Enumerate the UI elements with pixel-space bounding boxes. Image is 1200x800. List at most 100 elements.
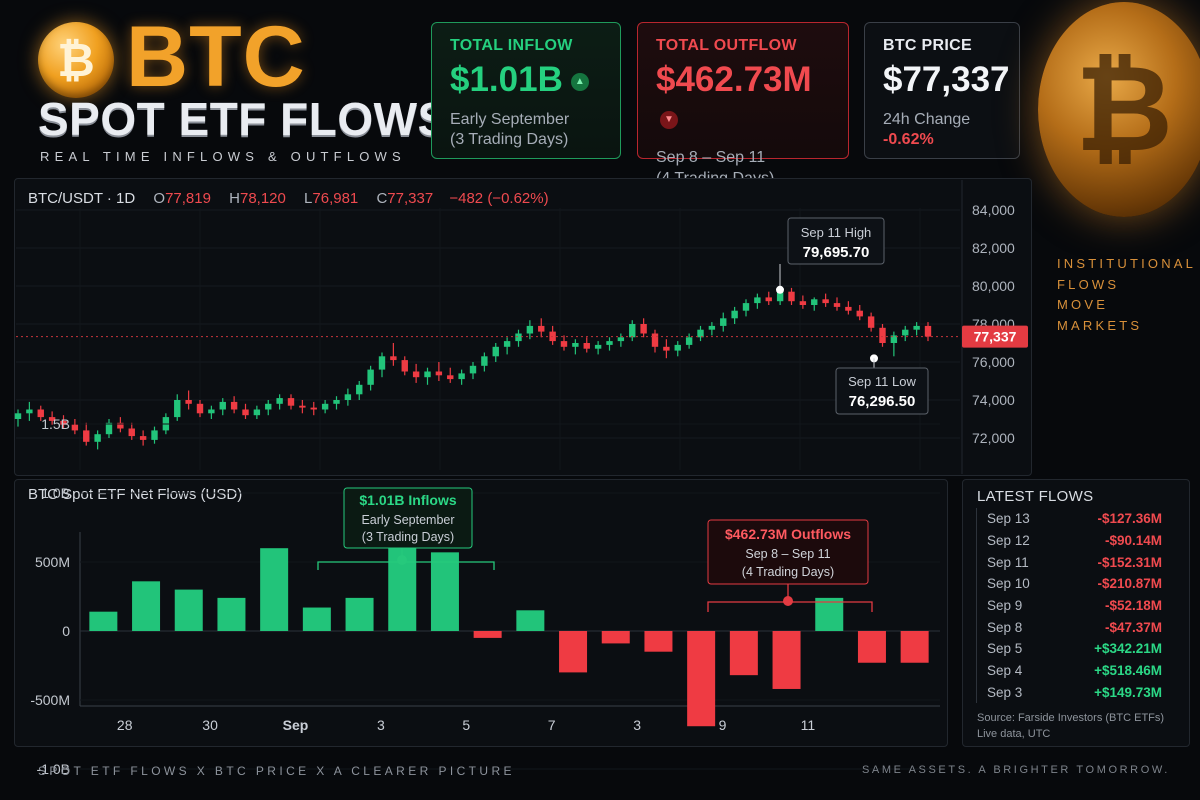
latest-flow-value: +$149.73M [1094,684,1162,700]
price-tick-label: 72,000 [972,430,1015,446]
high-annotation-label: Sep 11 High [801,225,872,240]
candle-body [811,299,818,305]
change-value: −482 (−0.62%) [449,190,549,207]
high-annotation-box [787,217,885,265]
candle-body [765,297,772,302]
candle-body [833,303,841,307]
latest-flow-value: -$52.18M [1104,598,1162,614]
candle-body [14,413,22,419]
candle-body [776,291,784,302]
candle-body [458,373,465,380]
latest-flow-row: Sep 4 +$518.46M [977,660,1176,682]
candle-body [276,398,283,404]
candle-body [105,422,113,435]
candle-body [845,306,852,311]
latest-flow-value: -$127.36M [1097,511,1162,527]
price-tick-label: 84,000 [972,202,1015,218]
price-tick-label: 76,000 [972,354,1015,370]
candle-body [139,436,147,440]
price-value: $77,337 [883,60,1010,99]
price-change: -0.62% [883,131,934,149]
candle-body [583,343,590,349]
flows-chart-title: BTC Spot ETF Net Flows (USD) [28,486,243,503]
total-inflow-card: TOTAL INFLOW $1.01B ▲ Early September (3 … [431,22,621,159]
latest-flow-date: Sep 13 [987,511,1030,527]
page-title: SPOT ETF FLOWS [38,93,449,145]
low-annotation-label: Sep 11 Low [848,374,916,389]
candle-body [640,324,647,334]
price-label: BTC PRICE [883,37,972,54]
open-label: O [153,190,166,207]
candle-body [412,371,420,378]
latest-flow-date: Sep 5 [987,641,1023,657]
close-value: 77,337 [387,190,434,207]
candle-body [356,384,363,395]
candle-body [663,346,670,351]
side-tagline-line: FLOWS [1057,276,1120,292]
candle-body [424,371,431,378]
low-annotation-box [835,367,929,415]
candle-body [48,417,56,421]
candle-body [253,409,261,416]
outflow-value-row: $462.73M ▼ [656,60,830,138]
inflow-note-line1: Early September [450,110,570,128]
candle-body [879,327,886,343]
candle-body [924,325,932,337]
candle-body [742,303,750,311]
candle-body [196,403,204,414]
candle-body [788,291,795,302]
candle-body [572,343,579,347]
latest-flow-value: -$152.31M [1097,554,1162,570]
latest-flow-value: +$518.46M [1094,663,1162,679]
low-label: L [304,190,313,207]
candle-body [71,424,79,431]
data-source-note: Source: Farside Investors (BTC ETFs) Liv… [977,710,1164,742]
latest-flow-value: +$342.21M [1094,641,1162,657]
latest-flow-row: Sep 13 -$127.36M [977,508,1176,530]
candle-body [538,325,545,332]
candle-body [685,337,693,345]
bitcoin-symbol: ₿ [57,33,95,87]
arrow-up-icon: ▲ [570,72,589,91]
symbol-label: BTC/USDT · 1D [28,190,136,207]
candle-body [720,318,727,326]
btc-price-card: BTC PRICE $77,337 24h Change -0.62% [864,22,1020,159]
candle-body [162,417,170,431]
candle-body [321,403,329,410]
side-tagline-line: MOVE [1057,297,1109,312]
price-tick-label: 74,000 [972,392,1015,408]
latest-flow-value: -$90.14M [1104,533,1162,549]
inflow-note: Early September (3 Trading Days) [450,110,602,152]
latest-flow-date: Sep 12 [987,533,1030,549]
candle-body [26,409,33,414]
candle-body [594,344,602,349]
candle-body [333,400,340,404]
candle-body [469,365,477,374]
latest-flow-date: Sep 8 [987,619,1023,635]
flows-chart-panel [14,479,948,747]
footer-tagline-left: SPOT ETF FLOWS X BTC PRICE X A CLEARER P… [38,764,515,778]
latest-flows-title: LATEST FLOWS [977,488,1094,505]
candle-body [378,356,386,370]
candle-body [219,401,226,410]
latest-flow-date: Sep 11 [987,554,1029,570]
candle-body [174,400,181,418]
candle-body [697,329,704,338]
candle-body [913,325,920,330]
high-annotation-value: 79,695.70 [803,244,870,261]
latest-flow-date: Sep 3 [987,684,1023,700]
page-subtitle: REAL TIME INFLOWS & OUTFLOWS [40,149,406,164]
side-tagline: INSTITUTIONAL FLOWS MOVE MARKETS [1057,254,1196,336]
latest-flow-date: Sep 9 [987,598,1023,614]
candle-body [617,337,625,342]
candle-body [515,333,522,342]
candle-body [60,420,67,425]
candle-body [447,375,454,380]
latest-flow-row: Sep 5 +$342.21M [977,638,1176,660]
price-note-line1: 24h Change [883,110,971,128]
candle-body [401,360,408,372]
latest-flow-row: Sep 11 -$152.31M [977,551,1176,573]
candle-body [606,341,613,345]
latest-flow-value: -$47.37M [1104,619,1162,635]
